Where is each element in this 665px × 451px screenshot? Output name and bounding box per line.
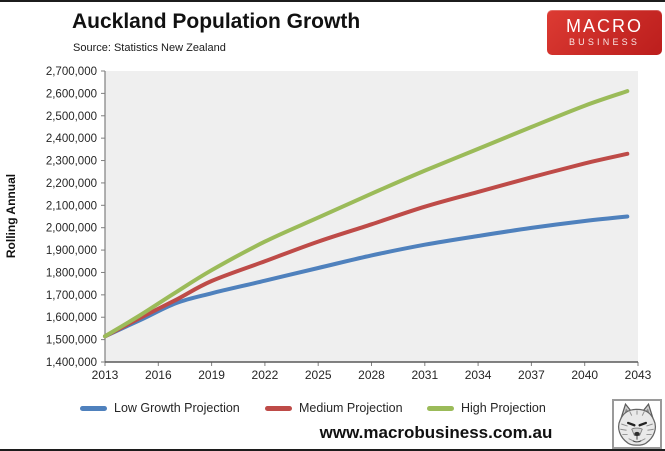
y-tick-label: 1,800,000 xyxy=(46,267,97,279)
y-tick-label: 1,900,000 xyxy=(46,245,97,257)
wolf-sketch-icon xyxy=(617,402,657,446)
logo-macro-text: MACRO xyxy=(566,16,643,36)
legend-label-low-growth: Low Growth Projection xyxy=(114,401,240,415)
x-tick-label: 2034 xyxy=(465,368,492,382)
y-tick-label: 2,500,000 xyxy=(46,111,97,123)
x-tick-label: 2031 xyxy=(411,368,438,382)
legend-item-medium: Medium Projection xyxy=(265,399,403,417)
bottom-border xyxy=(0,449,665,451)
y-tick-label: 1,400,000 xyxy=(46,357,97,369)
wolf-logo xyxy=(612,399,662,449)
series-line-2 xyxy=(103,89,630,339)
y-tick-label: 1,700,000 xyxy=(46,290,97,302)
legend-item-high: High Projection xyxy=(427,399,546,417)
y-tick-label: 1,500,000 xyxy=(46,335,97,347)
chart-title: Auckland Population Growth xyxy=(72,10,361,33)
macrobusiness-logo: MACRO BUSINESS xyxy=(547,10,662,55)
legend-label-medium: Medium Projection xyxy=(299,401,403,415)
y-tick-label: 2,600,000 xyxy=(46,88,97,100)
y-tick-label: 2,000,000 xyxy=(46,223,97,235)
x-tick-label: 2028 xyxy=(358,368,385,382)
x-tick-label: 2040 xyxy=(571,368,598,382)
logo-business-text: BUSINESS xyxy=(568,37,641,47)
y-tick-label: 2,300,000 xyxy=(46,156,97,168)
source-label: Source: Statistics New Zealand xyxy=(73,42,226,54)
series-line-0 xyxy=(103,214,630,339)
x-tick-label: 2037 xyxy=(518,368,545,382)
y-tick-label: 2,400,000 xyxy=(46,133,97,145)
legend-swatch-low-growth xyxy=(80,405,107,411)
website-url[interactable]: www.macrobusiness.com.au xyxy=(319,423,553,442)
chart-legend: Low Growth Projection Medium Projection … xyxy=(0,399,665,417)
x-tick-label: 2016 xyxy=(145,368,172,382)
y-tick-label: 2,100,000 xyxy=(46,200,97,212)
y-tick-label: 2,200,000 xyxy=(46,178,97,190)
legend-swatch-medium xyxy=(265,405,292,411)
legend-label-high: High Projection xyxy=(461,401,546,415)
x-tick-label: 2043 xyxy=(625,368,652,382)
x-tick-label: 2022 xyxy=(252,368,279,382)
y-tick-label: 1,600,000 xyxy=(46,312,97,324)
x-tick-label: 2013 xyxy=(92,368,119,382)
top-border xyxy=(0,0,665,2)
legend-item-low-growth: Low Growth Projection xyxy=(80,399,240,417)
y-tick-label: 2,700,000 xyxy=(46,66,97,78)
legend-swatch-high xyxy=(427,405,454,411)
series-line-1 xyxy=(103,151,630,339)
x-tick-label: 2025 xyxy=(305,368,332,382)
x-tick-label: 2019 xyxy=(198,368,225,382)
